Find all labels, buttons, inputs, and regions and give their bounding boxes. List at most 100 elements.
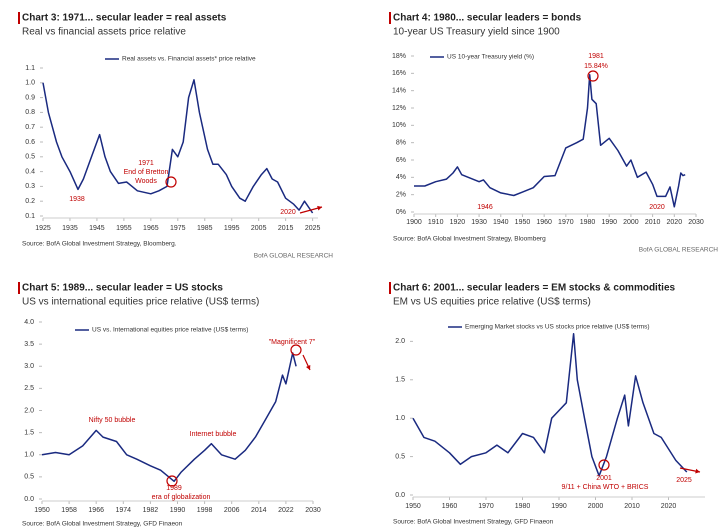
y-tick-label: 8% <box>396 140 406 147</box>
annotation: 15.84% <box>584 63 608 70</box>
title-marker <box>18 282 20 294</box>
y-tick-label: 2% <box>396 192 406 199</box>
title-marker <box>18 12 20 24</box>
y-tick-label: 0.7 <box>25 124 35 131</box>
x-tick-label: 2015 <box>278 225 294 232</box>
y-tick-label: 1.5 <box>395 377 405 384</box>
x-tick-label: 2010 <box>624 503 640 510</box>
y-tick-label: 0.8 <box>25 109 35 116</box>
y-tick-label: 0.9 <box>25 94 35 101</box>
x-tick-label: 1945 <box>89 225 105 232</box>
annotation: 2001 <box>596 475 612 482</box>
x-tick-label: 1950 <box>405 503 421 510</box>
chart-panel: Chart 4: 1980... secular leaders = bonds… <box>389 12 718 254</box>
y-tick-label: 1.5 <box>24 429 34 436</box>
y-tick-label: 1.0 <box>395 415 405 422</box>
y-tick-label: 0.6 <box>25 139 35 146</box>
x-tick-label: 2000 <box>588 503 604 510</box>
x-tick-label: 2010 <box>645 219 661 226</box>
highlight-circle <box>587 70 599 82</box>
y-tick-label: 0.5 <box>24 474 34 481</box>
y-tick-label: 2.0 <box>395 338 405 345</box>
chart-title: Chart 4: 1980... secular leaders = bonds <box>393 13 582 24</box>
y-tick-label: 14% <box>392 88 406 95</box>
y-tick-label: 0.1 <box>25 213 35 220</box>
annotation: 2020 <box>280 209 296 216</box>
annotation: End of Bretton <box>124 169 169 176</box>
x-tick-label: 2025 <box>305 225 321 232</box>
highlight-circle <box>165 176 177 188</box>
legend-label: US 10-year Treasury yield (%) <box>447 54 534 61</box>
y-tick-label: 2.0 <box>24 407 34 414</box>
y-tick-label: 2.5 <box>24 385 34 392</box>
x-tick-label: 1900 <box>406 219 422 226</box>
y-tick-label: 0.3 <box>25 183 35 190</box>
x-tick-label: 1980 <box>515 503 531 510</box>
x-tick-label: 2020 <box>661 503 677 510</box>
title-marker <box>389 12 391 24</box>
x-tick-label: 1965 <box>143 225 159 232</box>
legend-label: Emerging Market stocks vs US stocks pric… <box>465 324 650 331</box>
annotation: 1971 <box>138 160 154 167</box>
y-tick-label: 0.5 <box>25 154 35 161</box>
highlight-circle <box>598 459 610 471</box>
y-tick-label: 1.0 <box>25 80 35 87</box>
annotation: 1981 <box>588 53 604 60</box>
x-tick-label: 1985 <box>197 225 213 232</box>
y-tick-label: 4.0 <box>24 319 34 326</box>
x-tick-label: 1990 <box>601 219 617 226</box>
x-tick-label: 1950 <box>515 219 531 226</box>
source: Source: BofA Global Investment Strategy,… <box>22 521 183 528</box>
source: Source: BofA Global Investment Strategy,… <box>393 519 554 526</box>
annotation: "Magnificent 7" <box>269 339 316 346</box>
x-tick-label: 2014 <box>251 507 267 514</box>
x-tick-label: 1974 <box>116 507 132 514</box>
x-tick-label: 2006 <box>224 507 240 514</box>
annotation: Nifty 50 bubble <box>89 417 136 424</box>
chart-title: Chart 3: 1971... secular leader = real a… <box>22 13 227 24</box>
annotation: 1946 <box>477 204 493 211</box>
x-tick-label: 1960 <box>536 219 552 226</box>
chart-title: Chart 6: 2001... secular leaders = EM st… <box>393 283 676 294</box>
x-tick-label: 2022 <box>278 507 294 514</box>
y-tick-label: 0.0 <box>24 496 34 503</box>
y-tick-label: 16% <box>392 70 406 77</box>
y-tick-label: 3.5 <box>24 341 34 348</box>
y-tick-label: 12% <box>392 105 406 112</box>
brand: BofA GLOBAL RESEARCH <box>254 253 334 260</box>
x-tick-label: 1970 <box>478 503 494 510</box>
chart-subtitle: US vs international equities price relat… <box>22 297 259 308</box>
chart-panel: Chart 5: 1989... secular leader = US sto… <box>18 282 321 528</box>
annotation: 2020 <box>649 204 665 211</box>
y-tick-label: 1.0 <box>24 452 34 459</box>
chart-panel: Chart 3: 1971... secular leader = real a… <box>18 12 333 260</box>
x-tick-label: 1910 <box>428 219 444 226</box>
annotation: 9/11 + China WTO + BRICS <box>562 484 649 491</box>
x-tick-label: 1960 <box>442 503 458 510</box>
x-tick-label: 1955 <box>116 225 132 232</box>
x-tick-label: 1925 <box>35 225 51 232</box>
annotation: 2025 <box>676 477 692 484</box>
data-line <box>414 73 686 208</box>
arrow-head <box>695 468 700 474</box>
y-tick-label: 10% <box>392 122 406 129</box>
x-tick-label: 2000 <box>623 219 639 226</box>
source: Source: BofA Global Investment Strategy,… <box>393 236 546 243</box>
x-tick-label: 1980 <box>580 219 596 226</box>
y-tick-label: 0.4 <box>25 168 35 175</box>
legend-label: Real assets vs. Financial assets* price … <box>122 56 256 63</box>
x-tick-label: 2030 <box>305 507 321 514</box>
y-tick-label: 18% <box>392 53 406 60</box>
title-marker <box>389 282 391 294</box>
chart-panel: Chart 6: 2001... secular leaders = EM st… <box>389 282 705 526</box>
annotation: Internet bubble <box>190 431 237 438</box>
chart-subtitle: EM vs US equities price relative (US$ te… <box>393 297 591 308</box>
y-tick-label: 0.5 <box>395 453 405 460</box>
annotation: era of globalization <box>152 494 211 501</box>
x-tick-label: 2020 <box>667 219 683 226</box>
x-tick-label: 1920 <box>450 219 466 226</box>
x-tick-label: 2005 <box>251 225 267 232</box>
brand: BofA GLOBAL RESEARCH <box>639 247 719 254</box>
chart-subtitle: 10-year US Treasury yield since 1900 <box>393 27 560 38</box>
y-tick-label: 0% <box>396 209 406 216</box>
